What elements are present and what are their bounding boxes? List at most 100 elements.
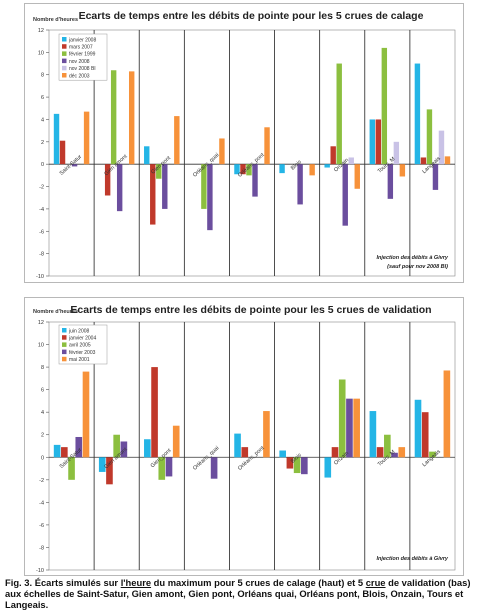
bar (414, 399, 422, 458)
bar (264, 127, 270, 165)
caption-text-2: du maximum pour 5 crues de calage (haut)… (151, 577, 366, 588)
annotation-text: Injection des débits à Givry (376, 255, 448, 261)
legend-label: janvier 2004 (68, 336, 96, 342)
y-tick-label: -4 (39, 207, 44, 213)
bar (53, 113, 60, 165)
annotation-text: Injection des débits à Givry (376, 556, 448, 562)
bar (234, 164, 240, 175)
legend-label: nov 2008 (69, 59, 90, 65)
calibration-chart: Ecarts de temps entre les débits de poin… (33, 10, 456, 280)
legend-label: juin 2008 (68, 328, 90, 334)
y-tick-label: 12 (38, 320, 44, 326)
validation-chart: Ecarts de temps entre les débits de poin… (33, 304, 456, 574)
legend-swatch (62, 328, 67, 333)
bar (387, 164, 394, 199)
y-tick-label: -4 (39, 500, 44, 506)
bar (71, 164, 78, 167)
bar (207, 164, 213, 231)
legend-label: mai 2001 (69, 357, 90, 363)
bar (210, 457, 218, 479)
y-tick-label: -6 (39, 523, 44, 529)
bar (353, 398, 360, 458)
legend-label: février 2003 (69, 350, 96, 356)
bar (393, 141, 400, 165)
bar (279, 164, 285, 174)
y-tick-label: 0 (41, 455, 44, 461)
bar (98, 457, 106, 472)
bar (104, 164, 111, 196)
bar (53, 444, 61, 458)
bar (309, 164, 315, 176)
bar (369, 119, 376, 165)
bar (201, 164, 207, 209)
bar (246, 164, 252, 176)
bar (346, 398, 353, 458)
legend-swatch (62, 37, 67, 42)
bar (279, 450, 286, 458)
y-axis-label: Nombre d'heures (33, 17, 78, 23)
bar (158, 457, 166, 480)
bar (113, 434, 120, 458)
bar (59, 140, 66, 165)
category-label: Orléans_pont (237, 445, 266, 472)
y-tick-label: 10 (38, 343, 44, 349)
y-tick-label: -2 (39, 185, 44, 191)
bottom-chart-panel: Ecarts de temps entre les débits de poin… (24, 297, 464, 576)
legend-swatch (62, 349, 67, 355)
bar (336, 63, 342, 165)
legend-box (58, 33, 108, 81)
bar (348, 157, 354, 165)
bar (252, 164, 258, 197)
bar (234, 433, 241, 458)
legend-label: mars 2007 (69, 45, 93, 51)
legend-label: février 1999 (69, 52, 96, 58)
y-tick-label: -2 (39, 478, 44, 484)
bar (432, 164, 439, 190)
bar (443, 370, 451, 458)
bar (219, 138, 225, 165)
bar (331, 447, 339, 458)
y-tick-label: -8 (39, 252, 44, 258)
y-tick-label: 12 (38, 28, 44, 34)
y-tick-label: -10 (36, 274, 44, 280)
bar (330, 146, 336, 165)
bar (263, 411, 270, 458)
annotation-text: (sauf pour nov 2008 BI) (387, 264, 448, 270)
bar (156, 164, 162, 179)
bar (369, 411, 377, 458)
y-tick-label: 2 (41, 140, 44, 146)
bar (297, 164, 303, 205)
bar (293, 457, 301, 474)
bar (301, 457, 308, 475)
bar (144, 146, 150, 165)
bar (438, 130, 445, 165)
bar (162, 164, 168, 209)
y-axis-label: Nombre d'heures (33, 309, 78, 315)
y-tick-label: -10 (36, 568, 44, 574)
bar (420, 157, 427, 165)
bar (384, 434, 391, 458)
top-chart-panel: Ecarts de temps entre les débits de poin… (24, 3, 464, 283)
bar (110, 70, 117, 165)
y-tick-label: 6 (41, 388, 44, 394)
bar (68, 457, 75, 480)
legend-swatch (62, 356, 67, 362)
y-tick-label: 8 (41, 73, 44, 79)
chart-title: Ecarts de temps entre les débits de poin… (79, 10, 424, 22)
y-tick-label: 2 (41, 433, 44, 439)
legend-swatch (62, 65, 67, 71)
legend-label: janvier 2008 (68, 37, 96, 43)
bar (324, 164, 330, 168)
bar (150, 164, 156, 225)
caption-link-1: l'heure (120, 577, 152, 588)
chart-title: Ecarts de temps entre les débits de poin… (70, 304, 431, 316)
bar (398, 447, 406, 458)
y-tick-label: 4 (41, 117, 44, 123)
bar (324, 457, 332, 478)
plot-frame (48, 29, 456, 277)
legend-label: nov 2008 BI (69, 66, 96, 72)
bar (375, 119, 382, 165)
bar (106, 457, 113, 485)
